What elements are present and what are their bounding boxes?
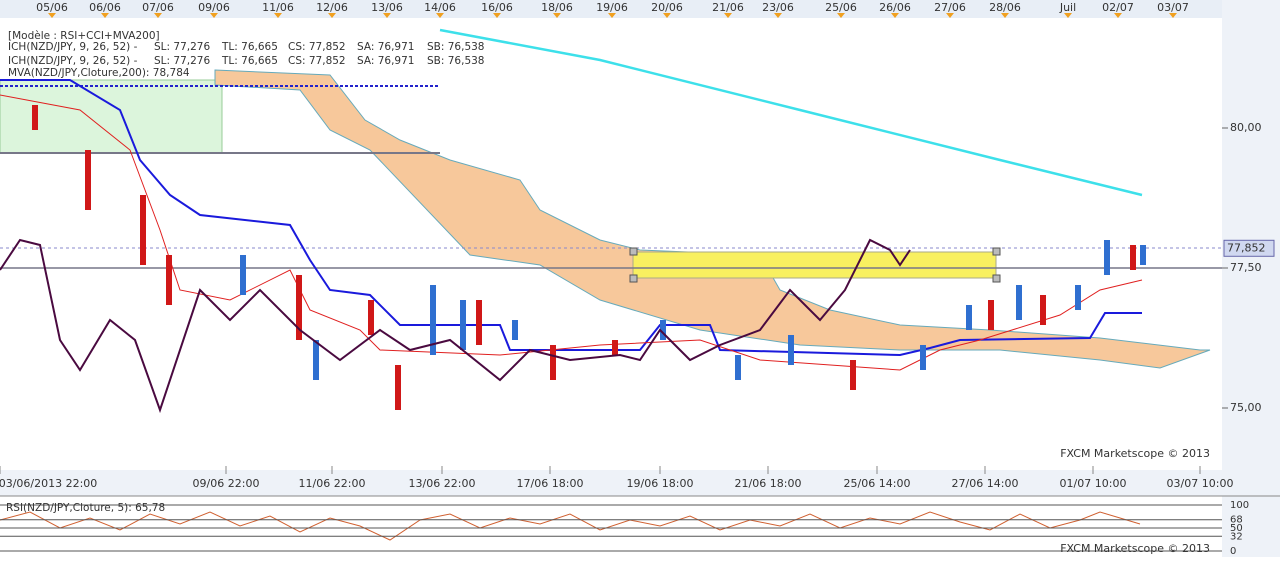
date-marker bbox=[48, 13, 56, 18]
price-label: 80,00 bbox=[1230, 121, 1262, 134]
date-marker bbox=[154, 13, 162, 18]
legend-ich: ICH(NZD/JPY, 9, 26, 52) - bbox=[8, 55, 138, 67]
current-price-label: 77,852 bbox=[1227, 241, 1266, 254]
legend-sa: SA: 76,971 bbox=[357, 55, 414, 67]
time-label: 17/06 18:00 bbox=[517, 477, 584, 490]
time-label: 09/06 22:00 bbox=[193, 477, 260, 490]
date-marker bbox=[493, 13, 501, 18]
rsi-tick-label: 0 bbox=[1230, 546, 1236, 557]
date-marker bbox=[663, 13, 671, 18]
time-label: 03/06/2013 22:00 bbox=[0, 477, 97, 490]
rsi-tick-label: 32 bbox=[1230, 531, 1243, 542]
legend-sl: SL: 77,276 bbox=[154, 41, 210, 53]
date-marker bbox=[608, 13, 616, 18]
date-label: 18/06 bbox=[541, 1, 573, 14]
legend-mva: MVA(NZD/JPY,Cloture,200): 78,784 bbox=[8, 67, 190, 79]
mva-line bbox=[439, 28, 1143, 197]
time-label: 11/06 22:00 bbox=[299, 477, 366, 490]
date-label: 02/07 bbox=[1102, 1, 1134, 14]
date-marker bbox=[210, 13, 218, 18]
date-marker bbox=[383, 13, 391, 18]
chikou-line bbox=[0, 238, 911, 414]
time-axis-bg bbox=[0, 470, 1222, 496]
yellow-zone bbox=[632, 251, 997, 279]
date-label: 06/06 bbox=[89, 1, 121, 14]
date-label: 20/06 bbox=[651, 1, 683, 14]
rsi-tick-label: 68 bbox=[1230, 515, 1243, 526]
legend-cs: CS: 77,852 bbox=[288, 55, 346, 67]
time-label: 13/06 22:00 bbox=[409, 477, 476, 490]
date-marker bbox=[1064, 13, 1072, 18]
ichimoku-cloud bbox=[214, 69, 1211, 369]
date-marker bbox=[837, 13, 845, 18]
date-label: 26/06 bbox=[879, 1, 911, 14]
date-marker bbox=[553, 13, 561, 18]
rsi-line bbox=[0, 511, 1141, 541]
date-label: 27/06 bbox=[934, 1, 966, 14]
date-marker bbox=[436, 13, 444, 18]
date-label: 12/06 bbox=[316, 1, 348, 14]
time-label: 03/07 10:00 bbox=[1167, 477, 1234, 490]
kijun-line bbox=[0, 79, 1142, 357]
date-label: 16/06 bbox=[481, 1, 513, 14]
date-label: 23/06 bbox=[762, 1, 794, 14]
date-label: 28/06 bbox=[989, 1, 1021, 14]
legend-cs: CS: 77,852 bbox=[288, 41, 346, 53]
price-label: 75,00 bbox=[1230, 401, 1262, 414]
time-label: 27/06 14:00 bbox=[952, 477, 1019, 490]
legend-sl: SL: 77,276 bbox=[154, 55, 210, 67]
watermark: FXCM Marketscope © 2013 bbox=[1060, 447, 1210, 460]
legend-tl: TL: 76,665 bbox=[221, 41, 278, 53]
rsi-label: RSI(NZD/JPY,Cloture, 5): 65,78 bbox=[6, 502, 165, 514]
watermark: FXCM Marketscope © 2013 bbox=[1060, 542, 1210, 555]
legend-sa: SA: 76,971 bbox=[357, 41, 414, 53]
legend-tl: TL: 76,665 bbox=[221, 55, 278, 67]
date-marker bbox=[946, 13, 954, 18]
time-label: 21/06 18:00 bbox=[735, 477, 802, 490]
handle bbox=[629, 247, 638, 256]
legend-sb: SB: 76,538 bbox=[427, 55, 484, 67]
date-marker bbox=[328, 13, 336, 18]
date-marker bbox=[274, 13, 282, 18]
date-label: 21/06 bbox=[712, 1, 744, 14]
price-axis-bg bbox=[1222, 0, 1280, 557]
date-marker bbox=[891, 13, 899, 18]
tenkan-line bbox=[0, 94, 1143, 371]
price-label: 77,50 bbox=[1230, 261, 1262, 274]
date-label: 19/06 bbox=[596, 1, 628, 14]
date-marker bbox=[1114, 13, 1122, 18]
legend-model: [Modèle : RSI+CCI+MVA200] bbox=[8, 30, 160, 42]
handle bbox=[992, 247, 1001, 256]
date-marker bbox=[724, 13, 732, 18]
date-label: 09/06 bbox=[198, 1, 230, 14]
date-strip bbox=[0, 0, 1222, 18]
handle bbox=[992, 274, 1001, 283]
date-label: 07/06 bbox=[142, 1, 174, 14]
legend-sb: SB: 76,538 bbox=[427, 41, 484, 53]
date-marker bbox=[774, 13, 782, 18]
date-marker bbox=[1001, 13, 1009, 18]
handle bbox=[629, 274, 638, 283]
rsi-tick-label: 100 bbox=[1230, 500, 1249, 511]
date-marker bbox=[1169, 13, 1177, 18]
current-price-box bbox=[1223, 239, 1275, 257]
date-label: Juil bbox=[1059, 1, 1076, 14]
date-label: 03/07 bbox=[1157, 1, 1189, 14]
date-label: 25/06 bbox=[825, 1, 857, 14]
date-label: 13/06 bbox=[371, 1, 403, 14]
date-marker bbox=[101, 13, 109, 18]
time-label: 01/07 10:00 bbox=[1060, 477, 1127, 490]
date-label: 05/06 bbox=[36, 1, 68, 14]
time-label: 19/06 18:00 bbox=[627, 477, 694, 490]
legend-ich: ICH(NZD/JPY, 9, 26, 52) - bbox=[8, 41, 138, 53]
date-label: 11/06 bbox=[262, 1, 294, 14]
date-label: 14/06 bbox=[424, 1, 456, 14]
time-label: 25/06 14:00 bbox=[844, 477, 911, 490]
rsi-tick-label: 50 bbox=[1230, 523, 1243, 534]
